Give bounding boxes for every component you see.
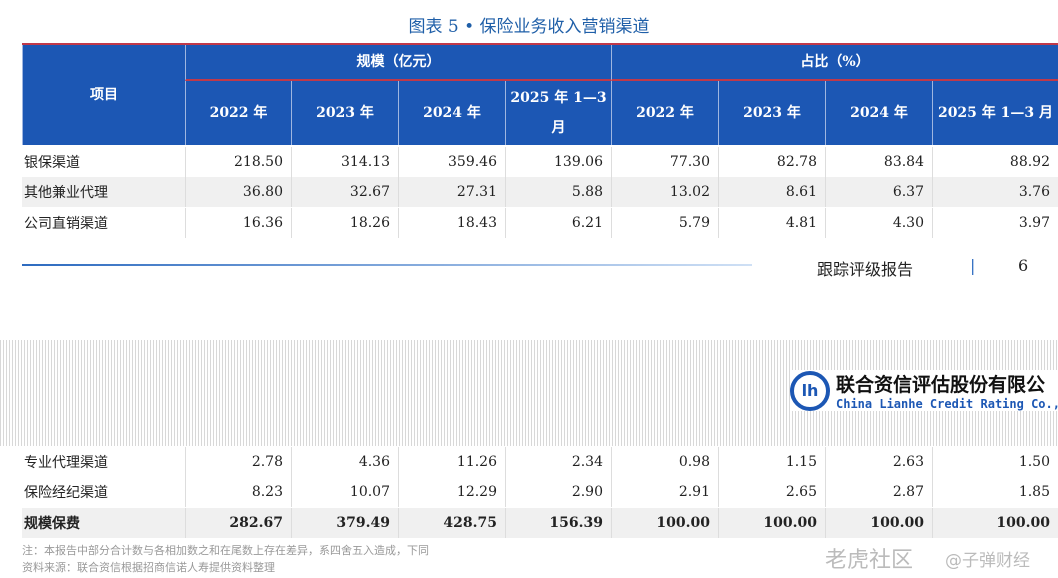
header-item: 项目	[22, 45, 185, 145]
header-top-rule	[22, 43, 1058, 45]
table-cell: 2.65	[718, 477, 825, 507]
table-cell: 3.97	[932, 208, 1058, 238]
watermark-tiger: 老虎社区	[825, 548, 914, 573]
table-cell: 6.37	[825, 177, 932, 207]
footer-report-title: 跟踪评级报告	[817, 260, 914, 279]
header-year: 2025 年 1—3 月	[505, 81, 611, 145]
table-cell: 6.21	[505, 208, 611, 238]
row-label: 其他兼业代理	[24, 185, 108, 201]
table-cell: 2.87	[825, 477, 932, 507]
table-cell: 36.80	[185, 177, 291, 207]
table-cell: 5.88	[505, 177, 611, 207]
table-cell: 379.49	[291, 508, 398, 538]
table-cell: 2.34	[505, 447, 611, 477]
table-cell: 2.91	[611, 477, 718, 507]
header-year: 2025 年 1—3 月	[932, 81, 1058, 145]
table-cell: 1.50	[932, 447, 1058, 477]
table-row: 银保渠道 218.50 314.13 359.46 139.06 77.30 82.78 83…	[22, 147, 1058, 177]
header-group-share: 占比（%）	[611, 45, 1058, 81]
row-label: 保险经纪渠道	[24, 485, 108, 501]
table-cell: 428.75	[398, 508, 505, 538]
table-cell: 100.00	[611, 508, 718, 538]
table-header: 项目 规模（亿元） 占比（%） 2022 年 2023 年 2024 年 2025 年 1—…	[22, 45, 1058, 145]
header-year: 2024 年	[398, 81, 505, 145]
table-cell: 82.78	[718, 147, 825, 177]
header-year: 2022 年	[611, 81, 718, 145]
table-cell: 100.00	[718, 508, 825, 538]
table-cell: 27.31	[398, 177, 505, 207]
table-cell: 314.13	[291, 147, 398, 177]
company-logo: lh 联合资信评估股份有限公 China Lianhe Credit Ratin…	[790, 370, 1058, 411]
table-cell: 16.36	[185, 208, 291, 238]
table-cell: 11.26	[398, 447, 505, 477]
row-label: 公司直销渠道	[24, 216, 108, 232]
figure-title: 图表 5 • 保险业务收入营销渠道	[408, 17, 650, 37]
table-cell: 5.79	[611, 208, 718, 238]
table-cell: 12.29	[398, 477, 505, 507]
table-cell: 156.39	[505, 508, 611, 538]
header-year: 2024 年	[825, 81, 932, 145]
table-cell: 77.30	[611, 147, 718, 177]
table-cell: 0.98	[611, 447, 718, 477]
table-cell: 4.30	[825, 208, 932, 238]
watermark-author: @子弹财经	[945, 551, 1030, 571]
table-cell: 18.26	[291, 208, 398, 238]
table-cell: 18.43	[398, 208, 505, 238]
table-cell: 88.92	[932, 147, 1058, 177]
table-cell: 2.78	[185, 447, 291, 477]
table-cell: 359.46	[398, 147, 505, 177]
table-cell: 282.67	[185, 508, 291, 538]
table-cell: 218.50	[185, 147, 291, 177]
table-row: 保险经纪渠道 8.23 10.07 12.29 2.90 2.91 2.65 2.87 1.85	[22, 477, 1058, 507]
table-cell: 4.81	[718, 208, 825, 238]
table-cell: 2.90	[505, 477, 611, 507]
footer-separator: |	[970, 256, 976, 275]
table-cell: 4.36	[291, 447, 398, 477]
table-cell: 32.67	[291, 177, 398, 207]
table-cell: 100.00	[932, 508, 1058, 538]
table-row: 专业代理渠道 2.78 4.36 11.26 2.34 0.98 1.15 2.63 1.50	[22, 447, 1058, 477]
table-cell: 10.07	[291, 477, 398, 507]
table-row: 规模保费 282.67 379.49 428.75 156.39 100.00 100.00…	[22, 508, 1058, 538]
header-year: 2022 年	[185, 81, 291, 145]
table-cell: 139.06	[505, 147, 611, 177]
header-group-scale: 规模（亿元）	[185, 45, 611, 81]
table-row: 其他兼业代理 36.80 32.67 27.31 5.88 13.02 8.61 6.37 3.…	[22, 177, 1058, 207]
table-cell: 8.23	[185, 477, 291, 507]
table-cell: 3.76	[932, 177, 1058, 207]
header-year: 2023 年	[291, 81, 398, 145]
footer-rule	[22, 264, 752, 266]
logo-chinese-name: 联合资信评估股份有限公	[836, 374, 1046, 396]
table-cell: 100.00	[825, 508, 932, 538]
table-note: 注：本报告中部分合计数与各相加数之和在尾数上存在差异，系四舍五入造成，下同	[22, 544, 429, 557]
data-source: 资料来源：联合资信根据招商信诺人寿提供资料整理	[22, 561, 275, 574]
table-cell: 83.84	[825, 147, 932, 177]
table-row: 公司直销渠道 16.36 18.26 18.43 6.21 5.79 4.81 4.30 3.9…	[22, 208, 1058, 238]
logo-english-name: China Lianhe Credit Rating Co.,L	[836, 397, 1058, 411]
table-cell: 2.63	[825, 447, 932, 477]
table-cell: 13.02	[611, 177, 718, 207]
row-label: 银保渠道	[24, 155, 80, 171]
table-cell: 8.61	[718, 177, 825, 207]
table-cell: 1.85	[932, 477, 1058, 507]
table-cell: 1.15	[718, 447, 825, 477]
logo-mark-icon: lh	[790, 370, 830, 411]
row-label: 规模保费	[24, 516, 80, 532]
row-label: 专业代理渠道	[24, 455, 108, 471]
header-year: 2023 年	[718, 81, 825, 145]
page-number: 6	[1018, 256, 1029, 275]
